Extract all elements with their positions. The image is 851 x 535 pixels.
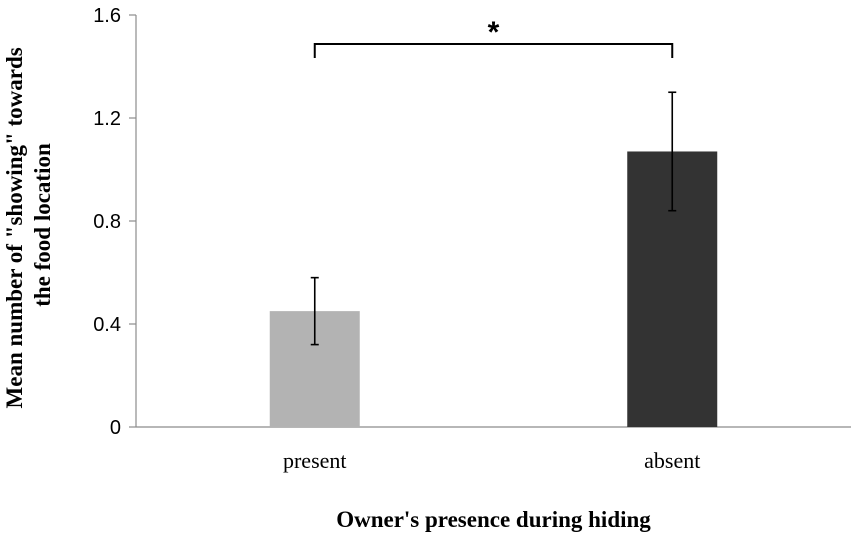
x-tick-label: absent bbox=[644, 448, 700, 473]
error-bar-absent bbox=[668, 91, 677, 212]
y-tick-label: 1.6 bbox=[93, 5, 121, 27]
y-tick-label: 1.2 bbox=[93, 108, 121, 130]
significance-line bbox=[313, 43, 674, 58]
y-tick-label: 0 bbox=[110, 417, 121, 439]
x-tick-label: present bbox=[283, 448, 347, 473]
x-axis: present absent bbox=[136, 426, 851, 473]
y-axis-title: Mean number of "showing" towards the foo… bbox=[2, 42, 55, 409]
significance-label: * bbox=[488, 16, 500, 49]
y-tick-label: 0.4 bbox=[93, 314, 121, 336]
y-axis: 0 0.4 0.8 1.2 1.6 bbox=[93, 5, 137, 439]
y-axis-title-line-1: Mean number of "showing" towards bbox=[2, 47, 27, 408]
y-tick-label: 0.8 bbox=[93, 211, 121, 233]
bars bbox=[269, 151, 718, 427]
significance-bracket: * bbox=[313, 16, 674, 58]
error-bars bbox=[310, 91, 677, 346]
error-bar-present bbox=[310, 276, 319, 346]
y-axis-title-line-2: the food location bbox=[30, 143, 55, 307]
x-axis-title: Owner's presence during hiding bbox=[336, 507, 651, 532]
